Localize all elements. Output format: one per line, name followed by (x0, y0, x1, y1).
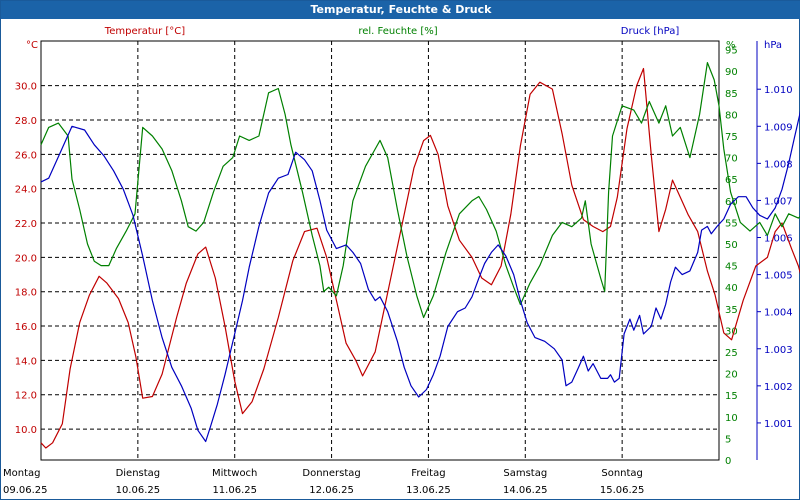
pressure-tick-label: 1.001 (764, 419, 793, 430)
x-tick-date: 11.06.25 (212, 485, 257, 496)
plot-border (40, 40, 758, 461)
series-line-humidity (40, 62, 800, 319)
humidity-tick-label: 85 (725, 89, 738, 100)
humidity-tick-label: 45 (725, 262, 738, 273)
humidity-tick-label: 60 (725, 197, 738, 208)
temperature-unit: °C (26, 40, 38, 51)
x-axis-ticks: Montag 09.06.25 Dienstag 10.06.25 Mittwoch 11… (3, 468, 644, 496)
humidity-tick-label: 25 (725, 348, 738, 359)
temperature-tick-label: 28.0 (15, 116, 37, 127)
x-tick-date: 10.06.25 (116, 485, 161, 496)
temperature-tick-label: 18.0 (15, 288, 37, 299)
series-line-temperature (40, 67, 800, 449)
humidity-tick-label: 35 (725, 305, 738, 316)
series-line-pressure (40, 110, 800, 443)
humidity-tick-label: 70 (725, 154, 738, 165)
x-tick-date: 12.06.25 (309, 485, 354, 496)
temperature-axis-title: Temperatur [°C] (104, 26, 185, 37)
humidity-tick-label: 10 (725, 413, 738, 424)
x-tick-day: Donnerstag (302, 468, 360, 479)
x-tick-date: 13.06.25 (406, 485, 451, 496)
temperature-tick-label: 14.0 (15, 356, 37, 367)
temperature-tick-label: 30.0 (15, 82, 37, 93)
humidity-tick-label: 5 (725, 434, 731, 445)
humidity-tick-label: 80 (725, 110, 738, 121)
chart-title: Temperatur, Feuchte & Druck (1, 1, 800, 19)
temperature-tick-label: 24.0 (15, 185, 37, 196)
temperature-tick-label: 12.0 (15, 391, 37, 402)
humidity-tick-label: 15 (725, 391, 738, 402)
pressure-tick-label: 1.003 (764, 345, 793, 356)
humidity-tick-label: 30 (725, 326, 738, 337)
humidity-tick-label: 50 (725, 240, 738, 251)
x-tick-day: Dienstag (116, 468, 161, 479)
pressure-tick-label: 1.004 (764, 308, 793, 319)
x-tick-day: Samstag (503, 468, 547, 479)
pressure-tick-label: 1.006 (764, 234, 793, 245)
pressure-tick-label: 1.010 (764, 85, 793, 96)
humidity-tick-label: 90 (725, 67, 738, 78)
pressure-tick-label: 1.008 (764, 159, 793, 170)
pressure-tick-label: 1.005 (764, 271, 793, 282)
humidity-axis-ticks: 0 5 10 15 20 25 30 35 40 45 50 55 60 65 70 75 80 85 90 95 (725, 46, 738, 467)
x-tick-day: Montag (3, 468, 40, 479)
x-tick-day: Mittwoch (212, 468, 257, 479)
humidity-unit: % (726, 40, 736, 51)
humidity-tick-label: 0 (725, 456, 731, 467)
x-tick-day: Sonntag (601, 468, 643, 479)
humidity-tick-label: 75 (725, 132, 738, 143)
humidity-tick-label: 95 (725, 46, 738, 57)
grid (41, 41, 719, 460)
series-lines (40, 62, 800, 449)
temperature-tick-label: 26.0 (15, 150, 37, 161)
humidity-tick-label: 65 (725, 175, 738, 186)
x-tick-date: 15.06.25 (600, 485, 645, 496)
pressure-tick-label: 1.009 (764, 122, 793, 133)
x-tick-date: 14.06.25 (503, 485, 548, 496)
temperature-tick-label: 22.0 (15, 219, 37, 230)
temperature-tick-label: 20.0 (15, 253, 37, 264)
plot-frame (40, 40, 720, 461)
pressure-axis-ticks: 1.001 1.002 1.003 1.004 1.005 1.006 1.007 1.008… (757, 85, 793, 430)
temperature-axis-ticks: 10.0 12.0 14.0 16.0 18.0 20.0 22.0 24.0 26.0 28.0… (15, 82, 37, 436)
pressure-unit: hPa (764, 40, 782, 51)
pressure-tick-label: 1.002 (764, 382, 793, 393)
humidity-axis-title: rel. Feuchte [%] (358, 26, 437, 37)
temperature-tick-label: 10.0 (15, 425, 37, 436)
humidity-tick-label: 20 (725, 370, 738, 381)
temperature-tick-label: 16.0 (15, 322, 37, 333)
humidity-tick-label: 40 (725, 283, 738, 294)
axis-titles: Temperatur [°C] rel. Feuchte [%] Druck [… (26, 26, 782, 51)
x-tick-day: Freitag (411, 468, 445, 479)
humidity-tick-label: 55 (725, 218, 738, 229)
pressure-axis-title: Druck [hPa] (621, 26, 680, 37)
x-tick-date: 09.06.25 (3, 485, 48, 496)
pressure-tick-label: 1.007 (764, 196, 793, 207)
